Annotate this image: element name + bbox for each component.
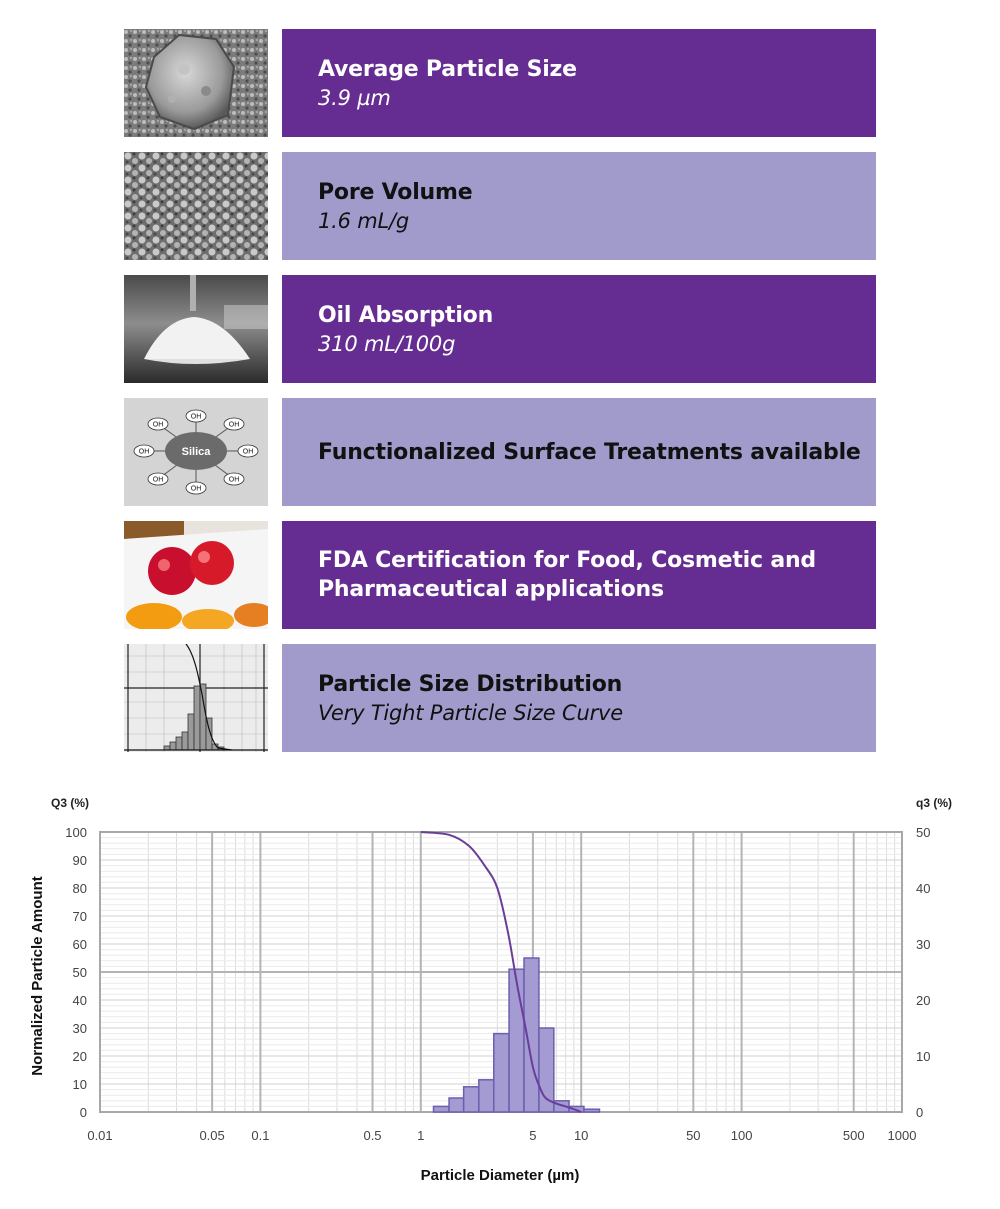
powder-pile-image — [124, 275, 268, 383]
oh-group-bubble — [237, 444, 259, 458]
feature-row-fda-certification: FDA Certification for Food, Cosmetic and… — [124, 521, 876, 629]
left-tick-labels: 0 10 20 30 40 50 60 70 80 90 100 — [65, 825, 87, 1120]
right-tick-label: 0 — [916, 1105, 923, 1120]
x-tick-label: 1 — [417, 1128, 424, 1143]
left-tick-label: 50 — [73, 965, 87, 980]
oh-group-label: OH — [191, 414, 202, 421]
silica-label: Silica — [182, 446, 212, 458]
right-axis-title: q3 (%) — [916, 796, 952, 810]
oh-group-label: OH — [153, 477, 164, 484]
x-axis-label: Particle Diameter (µm) — [421, 1167, 580, 1184]
left-tick-label: 60 — [73, 937, 87, 952]
x-tick-label: 500 — [843, 1128, 865, 1143]
silica-core — [165, 432, 227, 470]
x-tick-label: 50 — [686, 1128, 700, 1143]
x-tick-label: 10 — [574, 1128, 588, 1143]
feature-value: 310 mL/100g — [318, 331, 456, 356]
right-tick-labels: 0 10 20 30 40 50 — [916, 825, 930, 1120]
x-tick-label: 0.5 — [363, 1128, 381, 1143]
feature-title: Oil Absorption — [318, 302, 494, 328]
feature-value: 1.6 mL/g — [318, 208, 410, 233]
histogram-bar — [538, 1027, 555, 1113]
feature-bar: Average Particle Size 3.9 µm — [282, 29, 876, 137]
oh-group-bubble — [147, 472, 169, 486]
histogram-bar — [508, 968, 525, 1113]
x-tick-labels: 0.01 0.05 0.1 0.5 1 5 10 50 100 500 1000 — [87, 1128, 916, 1143]
feature-title: Average Particle Size — [318, 56, 577, 82]
oh-group-bubble — [185, 481, 207, 495]
oh-group-label: OH — [229, 477, 240, 484]
feature-row-particle-size-distribution: Particle Size Distribution Very Tight Pa… — [124, 644, 876, 752]
feature-title: Functionalized Surface Treatments availa… — [318, 439, 861, 465]
oh-group-bubble — [147, 417, 169, 431]
left-tick-label: 40 — [73, 993, 87, 1008]
oh-group-label: OH — [191, 486, 202, 493]
y-axis-label: Normalized Particle Amount — [29, 876, 46, 1075]
left-axis-title: Q3 (%) — [51, 796, 89, 810]
psd-chart-thumbnail — [124, 644, 268, 752]
oh-group-label: OH — [229, 422, 240, 429]
silica-oh-diagram: Silica OH OH OH OH OH OH OH OH — [124, 398, 268, 506]
feature-title: FDA Certification for Food, Cosmetic and… — [318, 548, 816, 602]
feature-bar: Oil Absorption 310 mL/100g — [282, 275, 876, 383]
oh-group-label: OH — [243, 449, 254, 456]
left-tick-label: 20 — [73, 1049, 87, 1064]
sem-surface-image — [124, 152, 268, 260]
left-tick-label: 30 — [73, 1021, 87, 1036]
feature-value: Very Tight Particle Size Curve — [318, 700, 623, 725]
feature-title: Particle Size Distribution — [318, 671, 623, 697]
x-tick-label: 0.05 — [199, 1128, 224, 1143]
oh-group-label: OH — [153, 422, 164, 429]
feature-row-oil-absorption: Oil Absorption 310 mL/100g — [124, 275, 876, 383]
feature-bar: FDA Certification for Food, Cosmetic and… — [282, 521, 876, 629]
feature-bar: Pore Volume 1.6 mL/g — [282, 152, 876, 260]
left-tick-label: 70 — [73, 909, 87, 924]
sem-particle-image — [124, 29, 268, 137]
histogram-bars — [432, 957, 601, 1113]
histogram-bar — [478, 1079, 495, 1113]
left-tick-label: 0 — [80, 1105, 87, 1120]
x-tick-label: 100 — [731, 1128, 753, 1143]
left-tick-label: 10 — [73, 1077, 87, 1092]
x-tick-label: 5 — [529, 1128, 536, 1143]
x-tick-label: 0.01 — [87, 1128, 112, 1143]
histogram-bar — [493, 1032, 510, 1113]
packaged-food-image — [124, 521, 268, 629]
particle-size-distribution-chart: 0.01 0.05 0.1 0.5 1 5 10 50 100 500 1000 010203040… — [29, 796, 952, 1184]
feature-row-pore-volume: Pore Volume 1.6 mL/g — [124, 152, 876, 260]
cumulative-curve — [420, 831, 582, 1113]
histogram-bar — [462, 1086, 480, 1113]
right-tick-label: 30 — [916, 937, 930, 952]
right-tick-label: 10 — [916, 1049, 930, 1064]
feature-bar: Particle Size Distribution Very Tight Pa… — [282, 644, 876, 752]
feature-bar: Functionalized Surface Treatments availa… — [282, 398, 876, 506]
right-tick-label: 50 — [916, 825, 930, 840]
left-tick-label: 100 — [65, 825, 87, 840]
feature-row-surface-treatments: Silica OH OH OH OH OH OH OH OH Functionalized Su… — [124, 398, 876, 506]
x-tick-label: 1000 — [888, 1128, 917, 1143]
oh-group-bubble — [223, 472, 245, 486]
histogram-bar — [583, 1108, 601, 1113]
oh-group-bubble — [133, 444, 155, 458]
feature-value: 3.9 µm — [318, 85, 391, 110]
histogram-bar — [448, 1097, 465, 1113]
left-tick-label: 80 — [73, 881, 87, 896]
feature-row-average-particle-size: Average Particle Size 3.9 µm — [124, 29, 876, 137]
histogram-bar — [432, 1105, 450, 1113]
oh-group-label: OH — [139, 449, 150, 456]
right-tick-label: 40 — [916, 881, 930, 896]
major-grid — [99, 832, 902, 1112]
left-tick-label: 90 — [73, 853, 87, 868]
oh-group-bubble — [185, 409, 207, 423]
x-tick-label: 0.1 — [251, 1128, 269, 1143]
feature-title: Pore Volume — [318, 179, 473, 205]
oh-group-bubble — [223, 417, 245, 431]
right-tick-label: 20 — [916, 993, 930, 1008]
